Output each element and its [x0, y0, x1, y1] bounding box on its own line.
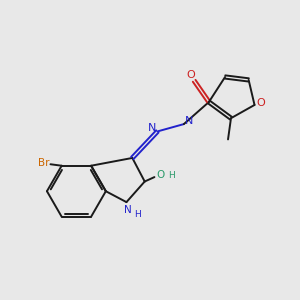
- Text: Br: Br: [38, 158, 49, 168]
- Text: N: N: [185, 116, 193, 126]
- Text: O: O: [156, 170, 164, 180]
- Text: H: H: [134, 210, 141, 219]
- Text: O: O: [256, 98, 266, 109]
- Text: O: O: [186, 70, 195, 80]
- Text: N: N: [124, 206, 132, 215]
- Text: H: H: [168, 170, 175, 179]
- Text: N: N: [148, 123, 156, 133]
